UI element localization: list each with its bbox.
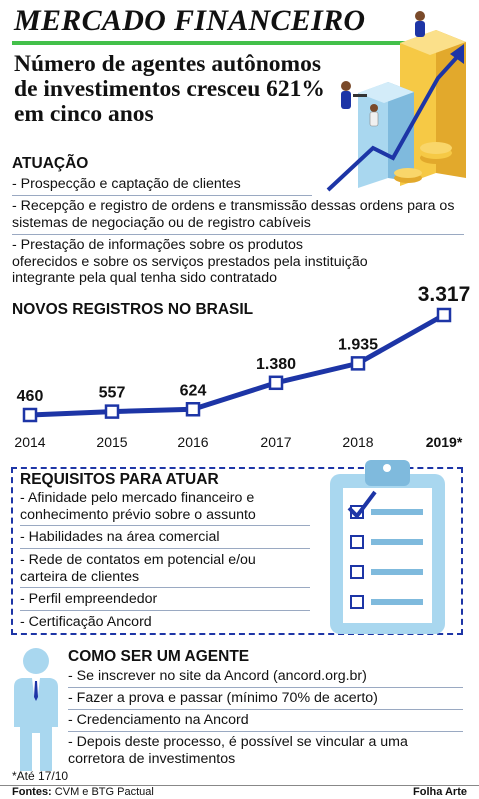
credit: Folha Arte [413, 786, 467, 798]
data-point [350, 356, 366, 371]
sources-text: CVM e BTG Pactual [51, 786, 154, 798]
data-point [436, 307, 452, 323]
data-label: 3.317 [418, 283, 471, 306]
x-tick-label: 2015 [96, 434, 127, 450]
requisitos-item: - Perfil empreendedor [20, 591, 158, 607]
data-point [185, 402, 201, 417]
data-label: 1.380 [256, 356, 296, 373]
atuacao-item: - Prestação de informações sobre os prod… [12, 237, 368, 286]
data-point [22, 407, 38, 423]
como-item: - Fazer a prova e passar (mínimo 70% de … [68, 690, 378, 706]
data-point [268, 375, 284, 391]
data-label: 460 [17, 388, 44, 405]
atuacao-item: - Prospecção e captação de clientes [12, 176, 241, 192]
chart-title: NOVOS REGISTROS NO BRASIL [12, 301, 254, 318]
x-tick-label: 2017 [260, 434, 291, 450]
headline: Número de agentes autônomos de investime… [14, 51, 325, 127]
x-tick-label: 2014 [14, 434, 45, 450]
divider [12, 234, 464, 235]
masthead-rule [12, 41, 412, 45]
como-item: - Credenciamento na Ancord [68, 712, 249, 728]
divider [20, 548, 310, 549]
x-tick-label: 2016 [177, 434, 208, 450]
data-label: 624 [180, 382, 207, 399]
masthead: MERCADO FINANCEIRO [14, 4, 366, 37]
requisitos-item: - Afinidade pelo mercado financeiro e co… [20, 490, 256, 523]
growth-illustration-icon [326, 11, 466, 192]
sources-label: Fontes: [12, 786, 52, 798]
data-label: 557 [99, 385, 126, 402]
x-tick-label: 2018 [342, 434, 373, 450]
divider [68, 687, 463, 688]
divider [68, 731, 463, 732]
requisitos-item: - Certificação Ancord [20, 614, 152, 630]
divider [68, 709, 463, 710]
como-title: COMO SER UM AGENTE [68, 648, 250, 665]
requisitos-item: - Habilidades na área comercial [20, 529, 220, 545]
footnote: *Até 17/10 [12, 769, 69, 783]
registrations-line-chart: 460 2014 557 2015 624 2016 1.380 2017 1.935 2018 3… [14, 283, 471, 450]
data-label: 1.935 [338, 336, 378, 353]
atuacao-title: ATUAÇÃO [12, 155, 89, 172]
footer-rule [0, 785, 479, 786]
divider [12, 195, 312, 196]
como-item: - Depois deste processo, é possível se v… [68, 734, 408, 767]
clipboard-checklist-icon [330, 460, 445, 634]
divider [20, 587, 310, 588]
data-point [104, 404, 120, 419]
divider [20, 525, 310, 526]
como-item: - Se inscrever no site da Ancord (ancord… [68, 668, 367, 684]
requisitos-title: REQUISITOS PARA ATUAR [20, 471, 219, 488]
requisitos-box [11, 467, 463, 635]
atuacao-item: - Recepção e registro de ordens e transm… [12, 198, 455, 231]
divider [20, 610, 310, 611]
requisitos-item: - Rede de contatos em potencial e/ou car… [20, 552, 256, 585]
x-tick-label: 2019* [426, 434, 463, 450]
businessman-icon [14, 648, 58, 771]
sources: Fontes: CVM e BTG Pactual [12, 786, 154, 798]
series-line [29, 312, 446, 418]
